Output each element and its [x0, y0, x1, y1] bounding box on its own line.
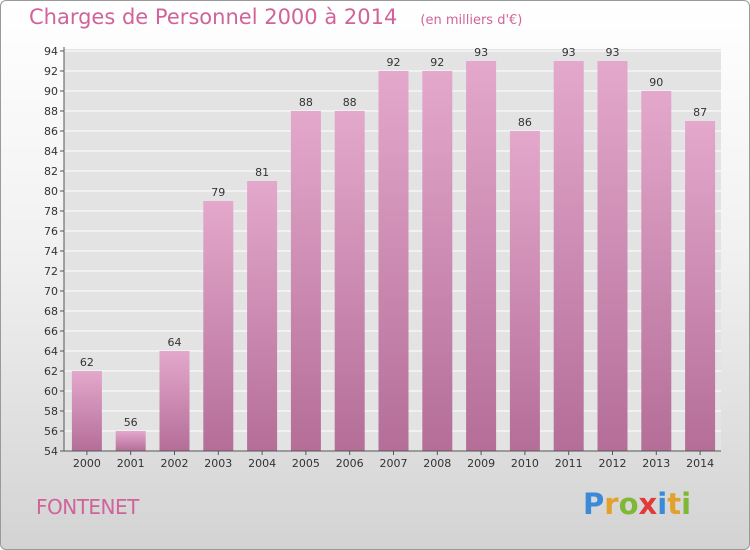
data-label: 56	[124, 416, 138, 429]
x-tick-label: 2010	[511, 457, 539, 470]
chart-title: Charges de Personnel 2000 à 2014	[29, 5, 398, 29]
x-tick-label: 2012	[599, 457, 627, 470]
logo-letter: r	[604, 487, 619, 521]
y-tick-label: 88	[44, 105, 58, 118]
x-tick-label: 2014	[686, 457, 714, 470]
logo-letter: o	[618, 487, 639, 521]
y-tick-label: 70	[44, 285, 58, 298]
y-tick-label: 56	[44, 425, 58, 438]
data-label: 88	[299, 96, 313, 109]
bar	[641, 91, 672, 451]
data-label: 92	[387, 56, 401, 69]
x-tick-label: 2001	[117, 457, 145, 470]
x-tick-label: 2005	[292, 457, 320, 470]
x-tick-label: 2011	[555, 457, 583, 470]
axes: 54 56 58 60 62 64 66 68 70 72 74 76 78 80 82 84 86 88 90 92…	[44, 45, 721, 470]
bar	[685, 121, 716, 451]
y-tick-label: 90	[44, 85, 58, 98]
y-tick-label: 72	[44, 265, 58, 278]
data-label: 88	[343, 96, 357, 109]
bar	[334, 111, 365, 451]
y-tick-label: 80	[44, 185, 58, 198]
x-tick-label: 2013	[642, 457, 670, 470]
data-label: 92	[430, 56, 444, 69]
bar	[159, 351, 190, 451]
y-tick-label: 68	[44, 305, 58, 318]
logo-letter: i	[657, 487, 668, 521]
chart-unit-note: (en milliers d'€)	[420, 13, 523, 28]
y-tick-label: 94	[44, 45, 58, 58]
data-label: 86	[518, 116, 532, 129]
x-tick-label: 2002	[161, 457, 189, 470]
logo-letter: t	[667, 487, 682, 521]
y-tick-label: 60	[44, 385, 58, 398]
proxiti-logo: Proxiti	[583, 487, 691, 521]
data-label: 87	[693, 106, 707, 119]
y-tick-label: 92	[44, 65, 58, 78]
x-tick-label: 2008	[423, 457, 451, 470]
data-label: 79	[211, 186, 225, 199]
logo-letter: x	[638, 487, 658, 521]
y-tick-label: 74	[44, 245, 58, 258]
bar	[553, 61, 584, 451]
title-row: Charges de Personnel 2000 à 2014 (en mil…	[29, 5, 522, 29]
commune-name: FONTENET	[36, 495, 139, 519]
y-tick-label: 76	[44, 225, 58, 238]
bar	[115, 431, 146, 451]
data-label: 64	[168, 336, 182, 349]
y-tick-label: 54	[44, 445, 58, 458]
x-tick-label: 2004	[248, 457, 276, 470]
x-tick-label: 2006	[336, 457, 364, 470]
logo-letter: P	[583, 487, 605, 521]
x-tick-label: 2007	[380, 457, 408, 470]
data-label: 93	[606, 46, 620, 59]
data-label: 90	[649, 76, 663, 89]
x-tick-label: 2009	[467, 457, 495, 470]
bar	[71, 371, 102, 451]
y-tick-label: 78	[44, 205, 58, 218]
y-tick-label: 66	[44, 325, 58, 338]
bar	[422, 71, 453, 451]
bar	[290, 111, 321, 451]
data-label: 81	[255, 166, 269, 179]
data-label: 93	[474, 46, 488, 59]
y-tick-label: 62	[44, 365, 58, 378]
bar	[597, 61, 628, 451]
y-tick-label: 82	[44, 165, 58, 178]
data-labels: 62 56 64 79 81 88 88 92 92 93 86 93 93 90 87	[80, 46, 707, 429]
y-tick-label: 58	[44, 405, 58, 418]
bar	[203, 201, 234, 451]
data-label: 62	[80, 356, 94, 369]
logo-letter: i	[681, 487, 692, 521]
y-tick-label: 84	[44, 145, 58, 158]
y-tick-label: 86	[44, 125, 58, 138]
bar	[247, 181, 278, 451]
bars	[71, 61, 716, 451]
bar	[378, 71, 409, 451]
bar	[466, 61, 497, 451]
data-label: 93	[562, 46, 576, 59]
y-tick-label: 64	[44, 345, 58, 358]
bar	[509, 131, 540, 451]
x-tick-label: 2000	[73, 457, 101, 470]
x-tick-label: 2003	[204, 457, 232, 470]
